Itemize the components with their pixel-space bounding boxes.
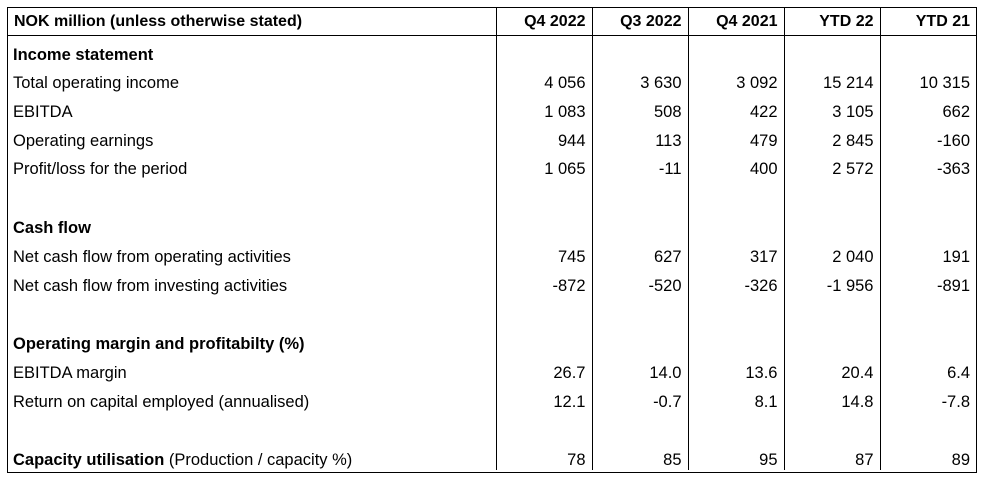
column-header: Q4 2021 <box>687 8 784 36</box>
row-label: EBITDA margin <box>13 363 127 382</box>
row-label: Net cash flow from operating activities <box>13 247 291 266</box>
table-row: EBITDA margin 26.7 14.0 13.6 20.4 6.4 <box>8 354 976 383</box>
table-cell: 113 <box>591 122 688 151</box>
header-row: NOK million (unless otherwise stated) Q4… <box>8 8 976 36</box>
table-cell: -1 956 <box>783 266 880 296</box>
table-cell: 8.1 <box>687 382 784 412</box>
table-cell: 89 <box>879 441 976 471</box>
table-cell: 745 <box>495 238 592 267</box>
financial-table-frame: NOK million (unless otherwise stated) Q4… <box>7 7 977 473</box>
table-cell: 87 <box>783 441 880 471</box>
section-heading: Cash flow <box>13 219 91 238</box>
table-cell: 14.0 <box>591 354 688 383</box>
table-row: Operating earnings 944 113 479 2 845 -16… <box>8 122 976 151</box>
table-cell: -11 <box>591 150 688 180</box>
table-cell: 12.1 <box>495 382 592 412</box>
table-cell: -520 <box>591 266 688 296</box>
table-cell: 20.4 <box>783 354 880 383</box>
table-row: EBITDA 1 083 508 422 3 105 662 <box>8 93 976 123</box>
table-cell: 2 845 <box>783 122 880 151</box>
table-cell: 4 056 <box>495 64 592 94</box>
row-label: Net cash flow from investing activities <box>13 276 288 295</box>
table-cell: -326 <box>687 266 784 296</box>
table-cell: 479 <box>687 122 784 151</box>
table-cell: 1 065 <box>495 150 592 180</box>
table-row: Total operating income 4 056 3 630 3 092… <box>8 64 976 94</box>
capacity-label-bold: Capacity utilisation <box>13 451 165 470</box>
row-label: Capacity utilisation (Production / capac… <box>8 442 496 471</box>
section-heading-row: Operating margin and profitabilty (%) <box>8 325 976 355</box>
table-cell: 6.4 <box>879 354 976 383</box>
column-header: YTD 22 <box>783 8 880 36</box>
table-row: Net cash flow from operating activities … <box>8 238 976 267</box>
table-cell: 26.7 <box>495 354 592 383</box>
table-cell: 1 083 <box>495 93 592 123</box>
table-cell: -891 <box>879 266 976 296</box>
row-label: Return on capital employed (annualised) <box>13 392 310 411</box>
table-cell: 10 315 <box>879 64 976 94</box>
row-label: Operating earnings <box>13 131 154 150</box>
table-cell: 191 <box>879 238 976 267</box>
section-heading: Operating margin and profitabilty (%) <box>13 335 305 354</box>
table-cell: -363 <box>879 150 976 180</box>
table-cell: 422 <box>687 93 784 123</box>
table-cell: 508 <box>591 93 688 123</box>
table-cell: -872 <box>495 266 592 296</box>
spacer-row <box>8 411 976 442</box>
table-cell: 317 <box>687 238 784 267</box>
table-cell: 944 <box>495 122 592 151</box>
table-cell: 2 040 <box>783 238 880 267</box>
table-title: NOK million (unless otherwise stated) <box>8 8 496 36</box>
row-label: EBITDA <box>13 103 73 122</box>
spacer-row <box>8 295 976 326</box>
table-cell: 3 630 <box>591 64 688 94</box>
table-cell: -0.7 <box>591 382 688 412</box>
table-cell: 627 <box>591 238 688 267</box>
column-header: YTD 21 <box>879 8 976 36</box>
table-cell: 95 <box>687 441 784 471</box>
section-heading: Income statement <box>13 45 154 64</box>
table-cell: 2 572 <box>783 150 880 180</box>
table-cell: 3 092 <box>687 64 784 94</box>
column-header: Q3 2022 <box>591 8 688 36</box>
table-row: Return on capital employed (annualised) … <box>8 382 976 412</box>
row-label: Profit/loss for the period <box>13 160 188 179</box>
table-cell: 13.6 <box>687 354 784 383</box>
row-label: Total operating income <box>13 74 180 93</box>
table-cell: 15 214 <box>783 64 880 94</box>
capacity-label-detail: (Production / capacity %) <box>164 451 353 470</box>
table-cell: -160 <box>879 122 976 151</box>
section-heading-row: Income statement <box>8 35 976 65</box>
section-heading-row: Cash flow <box>8 209 976 239</box>
table-row: Capacity utilisation (Production / capac… <box>8 441 976 471</box>
table-cell: 78 <box>495 441 592 471</box>
spacer-row <box>8 179 976 210</box>
table-cell: 662 <box>879 93 976 123</box>
table-cell: 400 <box>687 150 784 180</box>
table-cell: 14.8 <box>783 382 880 412</box>
table-row: Profit/loss for the period 1 065 -11 400… <box>8 150 976 180</box>
financial-table: NOK million (unless otherwise stated) Q4… <box>8 8 976 471</box>
table-row: Net cash flow from investing activities … <box>8 266 976 296</box>
table-cell: -7.8 <box>879 382 976 412</box>
table-cell: 85 <box>591 441 688 471</box>
table-cell: 3 105 <box>783 93 880 123</box>
column-header: Q4 2022 <box>495 8 592 36</box>
